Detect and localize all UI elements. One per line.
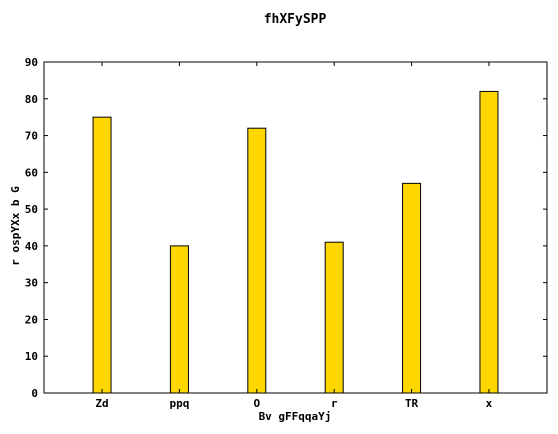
bar-TR bbox=[402, 182, 422, 394]
y-axis-ticks: 0 10 20 30 40 50 60 70 80 90 bbox=[25, 56, 547, 400]
chart-title: fhXFySPP bbox=[264, 12, 327, 27]
y-tick-label: 0 bbox=[31, 387, 38, 400]
y-tick-label: 70 bbox=[25, 130, 38, 143]
x-axis-label: Bv gFFqqaYj bbox=[259, 410, 332, 423]
y-tick-label: 10 bbox=[25, 350, 38, 363]
bar-Zd bbox=[92, 116, 112, 394]
y-tick-label: 90 bbox=[25, 56, 38, 69]
y-tick-label: 20 bbox=[25, 313, 38, 326]
x-tick-label: r bbox=[331, 397, 338, 410]
plot-frame bbox=[43, 61, 548, 394]
x-tick-label: x bbox=[486, 397, 493, 410]
bar-ppq bbox=[169, 245, 189, 394]
y-axis-label: r ospYXx b G bbox=[9, 186, 22, 266]
x-tick-label: ppq bbox=[169, 397, 189, 410]
y-tick-label: 40 bbox=[25, 240, 38, 253]
bar-x bbox=[479, 90, 499, 394]
y-tick-label: 30 bbox=[25, 277, 38, 290]
bar-O bbox=[247, 127, 267, 394]
y-tick-label: 80 bbox=[25, 93, 38, 106]
x-tick-label: TR bbox=[405, 397, 419, 410]
x-tick-label: O bbox=[253, 397, 260, 410]
y-tick-label: 50 bbox=[25, 203, 38, 216]
bars bbox=[92, 90, 499, 394]
x-tick-label: Zd bbox=[95, 397, 108, 410]
bar-r bbox=[324, 241, 344, 394]
y-tick-label: 60 bbox=[25, 166, 38, 179]
